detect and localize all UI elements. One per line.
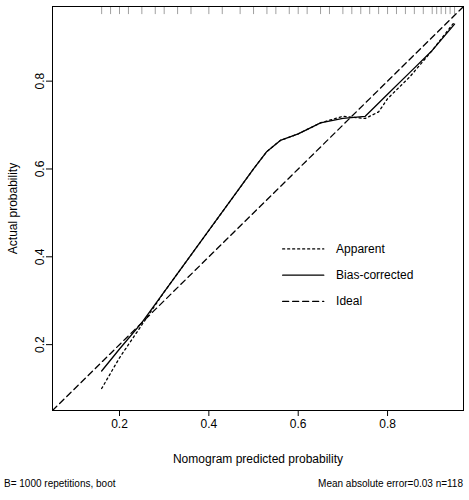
svg-text:0.6: 0.6: [33, 160, 47, 177]
svg-text:Bias-corrected: Bias-corrected: [336, 268, 413, 282]
svg-text:0.2: 0.2: [33, 336, 47, 353]
svg-text:Apparent: Apparent: [336, 242, 385, 256]
svg-text:0.4: 0.4: [201, 417, 218, 431]
html-text:B= 1000 repetitions, boot: B= 1000 repetitions, boot: [4, 478, 116, 489]
svg-text:0.2: 0.2: [111, 417, 128, 431]
html-text:Mean absolute error=0.03 n=118: Mean absolute error=0.03 n=118: [318, 478, 463, 489]
svg-text:0.6: 0.6: [290, 417, 307, 431]
svg-text:Nomogram predicted probability: Nomogram predicted probability: [173, 452, 343, 466]
svg-text:0.8: 0.8: [33, 72, 47, 89]
svg-text:0.4: 0.4: [33, 248, 47, 265]
svg-text:Ideal: Ideal: [336, 294, 362, 308]
svg-text:Actual probability: Actual probability: [6, 163, 20, 254]
svg-text:0.8: 0.8: [379, 417, 396, 431]
